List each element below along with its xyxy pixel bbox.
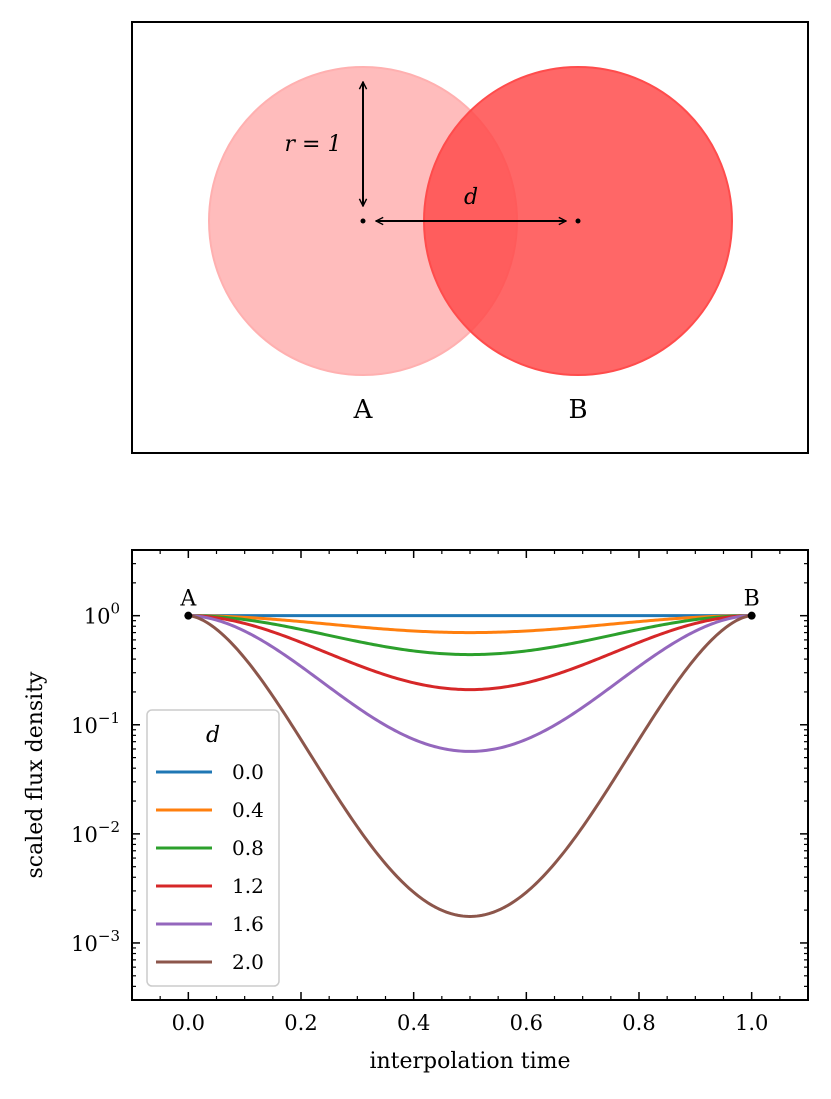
series-line-0-8 — [188, 614, 752, 657]
x-tick-label: 0.0 — [172, 1011, 205, 1035]
series-line-0-4 — [188, 614, 752, 635]
series-lines — [188, 614, 752, 918]
series-line-1-6 — [188, 614, 752, 753]
y-axis-label: scaled flux density — [23, 671, 48, 879]
y-tick-label: 10−2 — [71, 818, 120, 847]
legend-box — [146, 709, 280, 987]
legend-label-0-8: 0.8 — [232, 836, 264, 860]
plot-frame — [131, 549, 809, 1001]
distance-label: d — [464, 185, 478, 210]
endpoint-a-label: A — [179, 587, 197, 612]
y-tick-label: 100 — [84, 600, 120, 629]
y-tick-label: 10−3 — [71, 927, 120, 956]
x-tick-label: 0.6 — [510, 1011, 543, 1035]
x-axis-label: interpolation time — [369, 1049, 570, 1074]
label-a: A — [353, 395, 374, 425]
legend: d 0.0 0.4 0.8 1.2 1.6 2.0 — [146, 709, 280, 987]
flux-chart: A B 0.0 0.2 0.4 0.6 0.8 1.0 100 10−1 10−2 10−3 d … — [23, 549, 809, 1074]
series-line-1-2 — [188, 614, 752, 692]
legend-label-1-2: 1.2 — [232, 874, 264, 898]
legend-label-1-6: 1.6 — [232, 912, 264, 936]
x-tick-label: 0.4 — [397, 1011, 430, 1035]
legend-items: 0.0 0.4 0.8 1.2 1.6 2.0 — [156, 760, 264, 974]
center-a-dot — [360, 218, 366, 224]
legend-label-2-0: 2.0 — [232, 950, 264, 974]
series-line-2-0 — [188, 614, 752, 918]
legend-label-0-4: 0.4 — [232, 798, 264, 822]
radius-label: r = 1 — [285, 132, 342, 157]
endpoint-a-marker — [184, 611, 193, 620]
endpoint-b-label: B — [744, 587, 760, 612]
x-tick-label: 0.8 — [622, 1011, 655, 1035]
endpoint-b-marker — [747, 611, 756, 620]
overlap-diagram: r = 1 d A B — [131, 21, 809, 454]
legend-title: d — [206, 723, 220, 748]
label-b: B — [568, 395, 587, 425]
center-b-dot — [575, 218, 581, 224]
legend-label-0-0: 0.0 — [232, 760, 264, 784]
y-tick-label: 10−1 — [71, 709, 120, 738]
x-tick-label: 0.2 — [284, 1011, 317, 1035]
x-tick-label: 1.0 — [735, 1011, 768, 1035]
